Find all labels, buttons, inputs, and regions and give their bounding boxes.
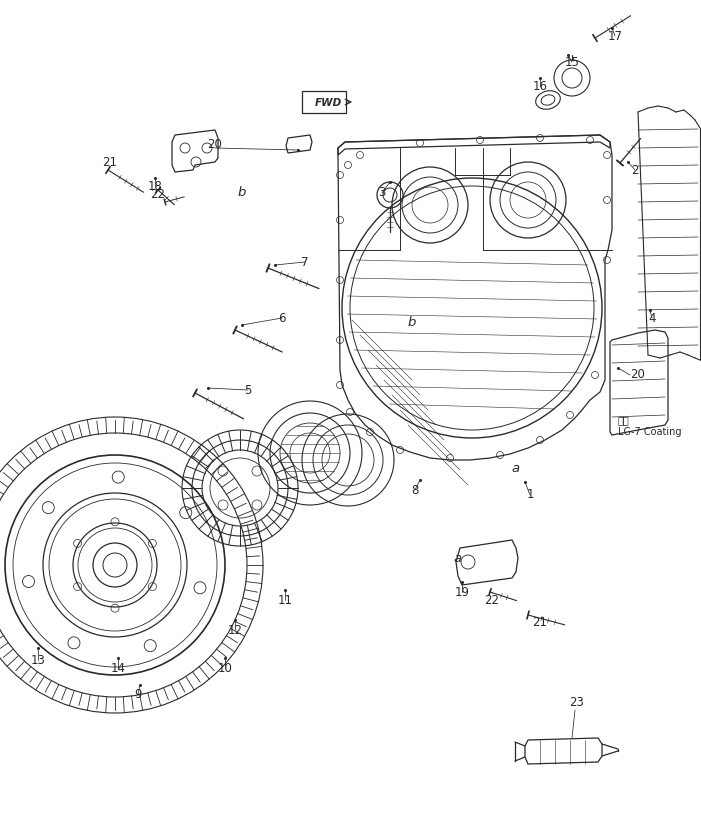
- Text: FWD: FWD: [315, 98, 342, 108]
- Text: 21: 21: [533, 615, 547, 629]
- Text: a: a: [512, 461, 520, 474]
- Text: 18: 18: [148, 180, 163, 192]
- Text: 22: 22: [484, 593, 500, 606]
- Text: 22: 22: [151, 188, 165, 201]
- Text: 20: 20: [631, 369, 646, 381]
- Text: 13: 13: [31, 653, 46, 667]
- Text: 11: 11: [278, 593, 292, 606]
- Text: 16: 16: [533, 79, 547, 92]
- Text: 5: 5: [245, 384, 252, 397]
- Text: 21: 21: [102, 155, 118, 168]
- Text: 17: 17: [608, 30, 622, 43]
- Text: 12: 12: [228, 624, 243, 637]
- Text: 23: 23: [569, 696, 585, 710]
- Text: 9: 9: [135, 689, 142, 701]
- Text: b: b: [238, 186, 246, 200]
- Text: 1: 1: [526, 488, 533, 502]
- Text: b: b: [408, 315, 416, 328]
- Text: 塗布: 塗布: [618, 415, 629, 425]
- Text: 8: 8: [411, 483, 418, 497]
- Text: 10: 10: [217, 662, 233, 675]
- Text: 15: 15: [564, 55, 580, 68]
- Text: LG-7 Coating: LG-7 Coating: [618, 427, 681, 437]
- Text: 20: 20: [207, 138, 222, 150]
- Text: a: a: [454, 551, 462, 564]
- Text: 6: 6: [278, 312, 286, 324]
- Text: 14: 14: [111, 662, 125, 675]
- FancyBboxPatch shape: [302, 91, 346, 113]
- Text: 3: 3: [379, 186, 386, 200]
- Text: 19: 19: [454, 586, 470, 598]
- Text: 2: 2: [631, 163, 639, 177]
- Text: 4: 4: [648, 312, 655, 324]
- Text: 7: 7: [301, 256, 308, 268]
